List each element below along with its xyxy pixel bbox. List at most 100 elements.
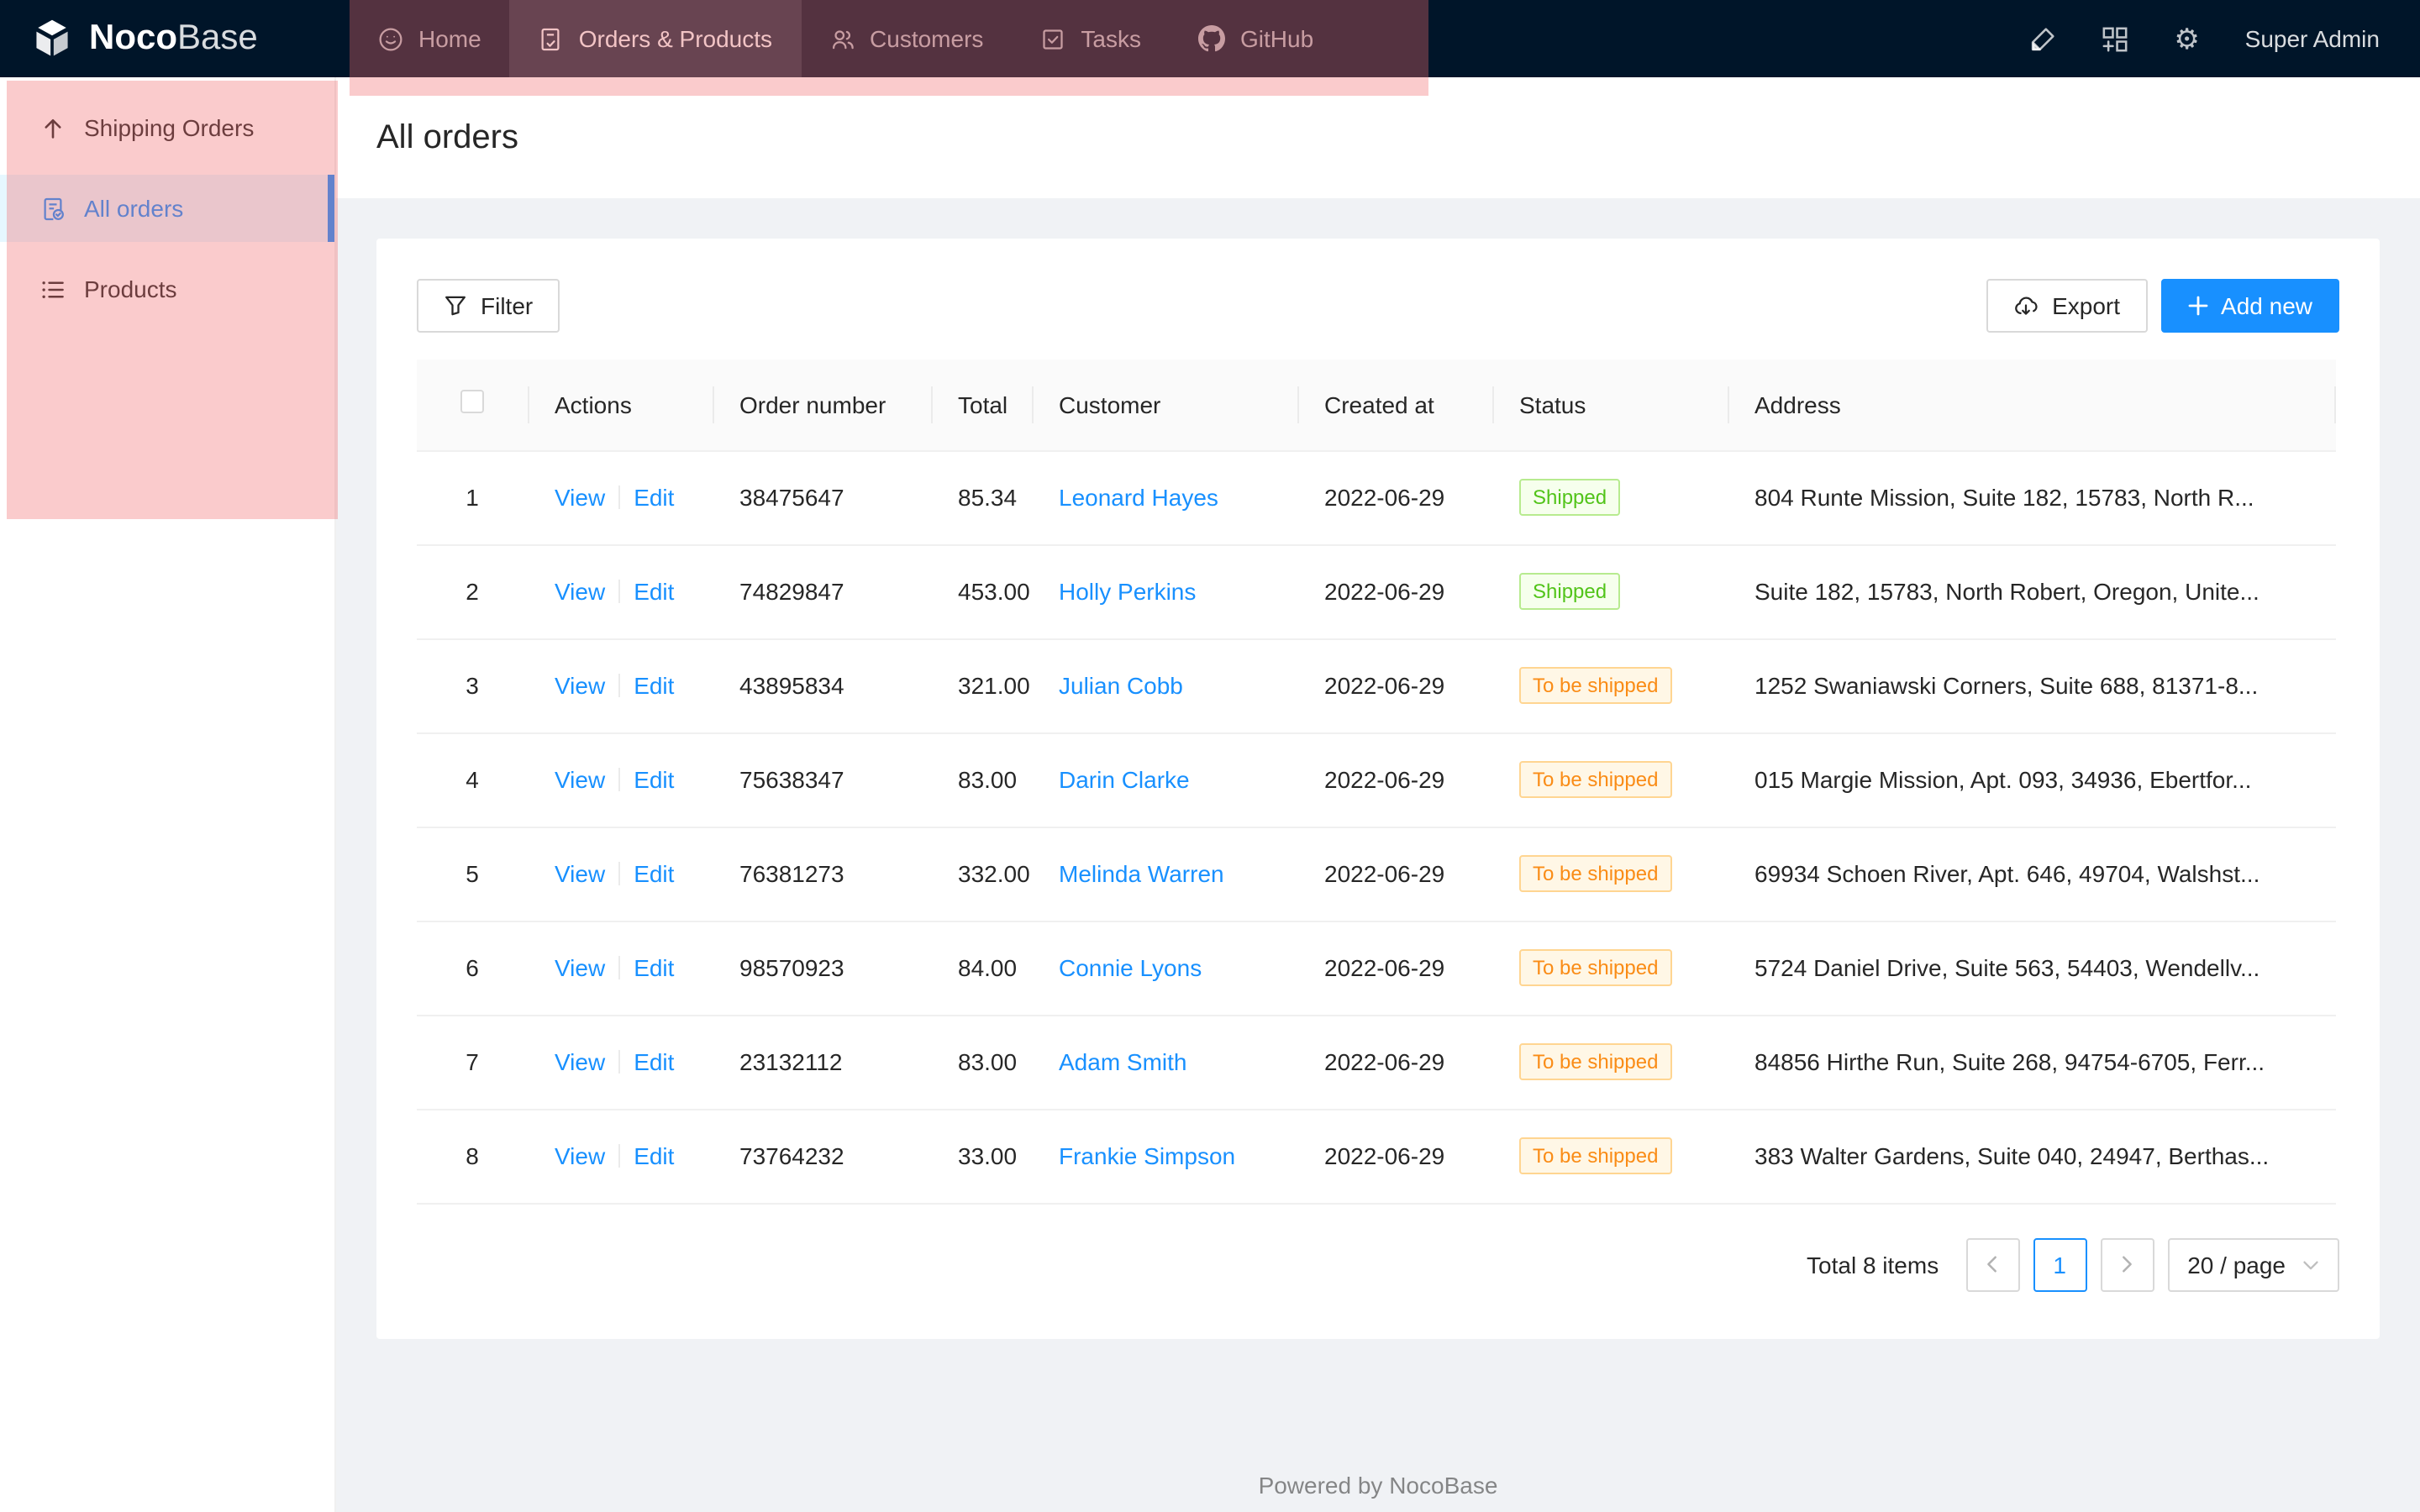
customer-cell: Leonard Hayes bbox=[1032, 450, 1297, 545]
edit-link[interactable]: Edit bbox=[634, 954, 675, 981]
nav-tab-label: Tasks bbox=[1081, 25, 1141, 52]
status-cell: To be shipped bbox=[1492, 921, 1728, 1016]
user-menu[interactable]: Super Admin bbox=[2244, 25, 2380, 52]
sidebar-item-label: Products bbox=[84, 276, 177, 302]
customer-link[interactable]: Leonard Hayes bbox=[1059, 484, 1218, 511]
orders-card: Filter Export bbox=[376, 239, 2380, 1338]
navbar-right: ⚙ Super Admin bbox=[2028, 0, 2420, 77]
edit-link[interactable]: Edit bbox=[634, 1142, 675, 1169]
export-button[interactable]: Export bbox=[1986, 279, 2148, 333]
row-actions: View Edit bbox=[528, 921, 713, 1016]
nav-tab-label: Customers bbox=[870, 25, 984, 52]
view-link[interactable]: View bbox=[555, 672, 606, 699]
customer-cell: Frankie Simpson bbox=[1032, 1109, 1297, 1204]
order-number-cell: 75638347 bbox=[713, 732, 931, 827]
github-icon bbox=[1198, 25, 1225, 52]
filter-button-label: Filter bbox=[481, 292, 534, 319]
address-cell: 804 Runte Mission, Suite 182, 15783, Nor… bbox=[1728, 450, 2336, 545]
view-link[interactable]: View bbox=[555, 578, 606, 605]
nav-tab-home[interactable]: Home bbox=[350, 0, 510, 77]
select-all-checkbox[interactable] bbox=[460, 390, 484, 414]
order-number-cell: 98570923 bbox=[713, 921, 931, 1016]
next-page-button[interactable] bbox=[2100, 1237, 2154, 1291]
edit-link[interactable]: Edit bbox=[634, 1048, 675, 1075]
edit-link[interactable]: Edit bbox=[634, 672, 675, 699]
sidebar-item-products[interactable]: Products bbox=[0, 255, 334, 323]
table-row: 3 View Edit 43895834 321.00 Julian Cobb … bbox=[417, 638, 2336, 733]
edit-link[interactable]: Edit bbox=[634, 578, 675, 605]
created-at-cell: 2022-06-29 bbox=[1297, 827, 1492, 921]
nocobase-logo-icon bbox=[30, 17, 74, 60]
status-cell: Shipped bbox=[1492, 544, 1728, 639]
customer-link[interactable]: Adam Smith bbox=[1059, 1048, 1187, 1075]
customer-link[interactable]: Holly Perkins bbox=[1059, 578, 1197, 605]
total-cell: 84.00 bbox=[931, 921, 1032, 1016]
file-check-icon bbox=[539, 26, 564, 51]
page-1-button[interactable]: 1 bbox=[2033, 1237, 2087, 1291]
customer-link[interactable]: Darin Clarke bbox=[1059, 766, 1190, 793]
created-at-cell: 2022-06-29 bbox=[1297, 1109, 1492, 1204]
filter-icon bbox=[444, 294, 467, 318]
nav-tab-label: Home bbox=[418, 25, 481, 52]
highlighter-icon[interactable] bbox=[2028, 24, 2057, 53]
view-link[interactable]: View bbox=[555, 860, 606, 887]
nocobase-logo[interactable]: NocoBase bbox=[0, 0, 350, 77]
sidebar-item-all-orders[interactable]: All orders bbox=[0, 175, 334, 242]
address-cell: 69934 Schoen River, Apt. 646, 49704, Wal… bbox=[1728, 827, 2336, 921]
nav-tab-label: GitHub bbox=[1240, 25, 1314, 52]
nav-tab-orders-products[interactable]: Orders & Products bbox=[509, 0, 802, 77]
action-divider bbox=[618, 674, 621, 697]
team-icon bbox=[829, 26, 855, 51]
customer-link[interactable]: Melinda Warren bbox=[1059, 860, 1224, 887]
toolbar-right: Export Add new bbox=[1986, 279, 2339, 333]
view-link[interactable]: View bbox=[555, 1048, 606, 1075]
status-badge: To be shipped bbox=[1519, 761, 1672, 798]
customer-cell: Julian Cobb bbox=[1032, 638, 1297, 733]
created-at-cell: 2022-06-29 bbox=[1297, 1015, 1492, 1110]
prev-page-button[interactable] bbox=[1965, 1237, 2020, 1291]
nav-tab-customers[interactable]: Customers bbox=[801, 0, 1012, 77]
nav-tab-tasks[interactable]: Tasks bbox=[1012, 0, 1170, 77]
page-size-select[interactable]: 20 / page bbox=[2167, 1237, 2339, 1291]
action-divider bbox=[618, 486, 621, 509]
nav-tab-github[interactable]: GitHub bbox=[1170, 0, 1342, 77]
sidebar: Shipping Orders All orders Products bbox=[0, 77, 336, 1512]
add-new-button-label: Add new bbox=[2221, 292, 2312, 319]
column-header-address: Address bbox=[1728, 360, 2336, 451]
order-number-cell: 76381273 bbox=[713, 827, 931, 921]
status-cell: To be shipped bbox=[1492, 638, 1728, 733]
add-new-button[interactable]: Add new bbox=[2160, 279, 2339, 333]
view-link[interactable]: View bbox=[555, 1142, 606, 1169]
customer-link[interactable]: Julian Cobb bbox=[1059, 672, 1183, 699]
order-number-cell: 73764232 bbox=[713, 1109, 931, 1204]
status-badge: To be shipped bbox=[1519, 1137, 1672, 1174]
table-row: 8 View Edit 73764232 33.00 Frankie Simps… bbox=[417, 1109, 2336, 1204]
edit-link[interactable]: Edit bbox=[634, 860, 675, 887]
edit-link[interactable]: Edit bbox=[634, 484, 675, 511]
sidebar-item-shipping-orders[interactable]: Shipping Orders bbox=[0, 94, 334, 161]
order-number-cell: 43895834 bbox=[713, 638, 931, 733]
chevron-right-icon bbox=[2123, 1256, 2133, 1273]
filter-button[interactable]: Filter bbox=[417, 279, 560, 333]
table-row: 7 View Edit 23132112 83.00 Adam Smith 20… bbox=[417, 1015, 2336, 1110]
action-divider bbox=[618, 1050, 621, 1074]
customer-link[interactable]: Frankie Simpson bbox=[1059, 1142, 1236, 1169]
customer-link[interactable]: Connie Lyons bbox=[1059, 954, 1202, 981]
column-header-status: Status bbox=[1492, 360, 1728, 451]
gear-icon[interactable]: ⚙ bbox=[2174, 23, 2200, 55]
table-header-row: Actions Order number Total Customer Crea… bbox=[417, 360, 2336, 451]
view-link[interactable]: View bbox=[555, 484, 606, 511]
view-link[interactable]: View bbox=[555, 766, 606, 793]
plus-icon bbox=[2187, 296, 2207, 316]
created-at-cell: 2022-06-29 bbox=[1297, 732, 1492, 827]
status-cell: To be shipped bbox=[1492, 827, 1728, 921]
address-cell: 1252 Swaniawski Corners, Suite 688, 8137… bbox=[1728, 638, 2336, 733]
action-divider bbox=[618, 1144, 621, 1168]
chevron-down-icon bbox=[2303, 1260, 2318, 1269]
smile-icon bbox=[378, 26, 403, 51]
edit-link[interactable]: Edit bbox=[634, 766, 675, 793]
table-row: 2 View Edit 74829847 453.00 Holly Perkin… bbox=[417, 544, 2336, 639]
view-link[interactable]: View bbox=[555, 954, 606, 981]
ui-blocks-add-icon[interactable] bbox=[2101, 24, 2129, 53]
